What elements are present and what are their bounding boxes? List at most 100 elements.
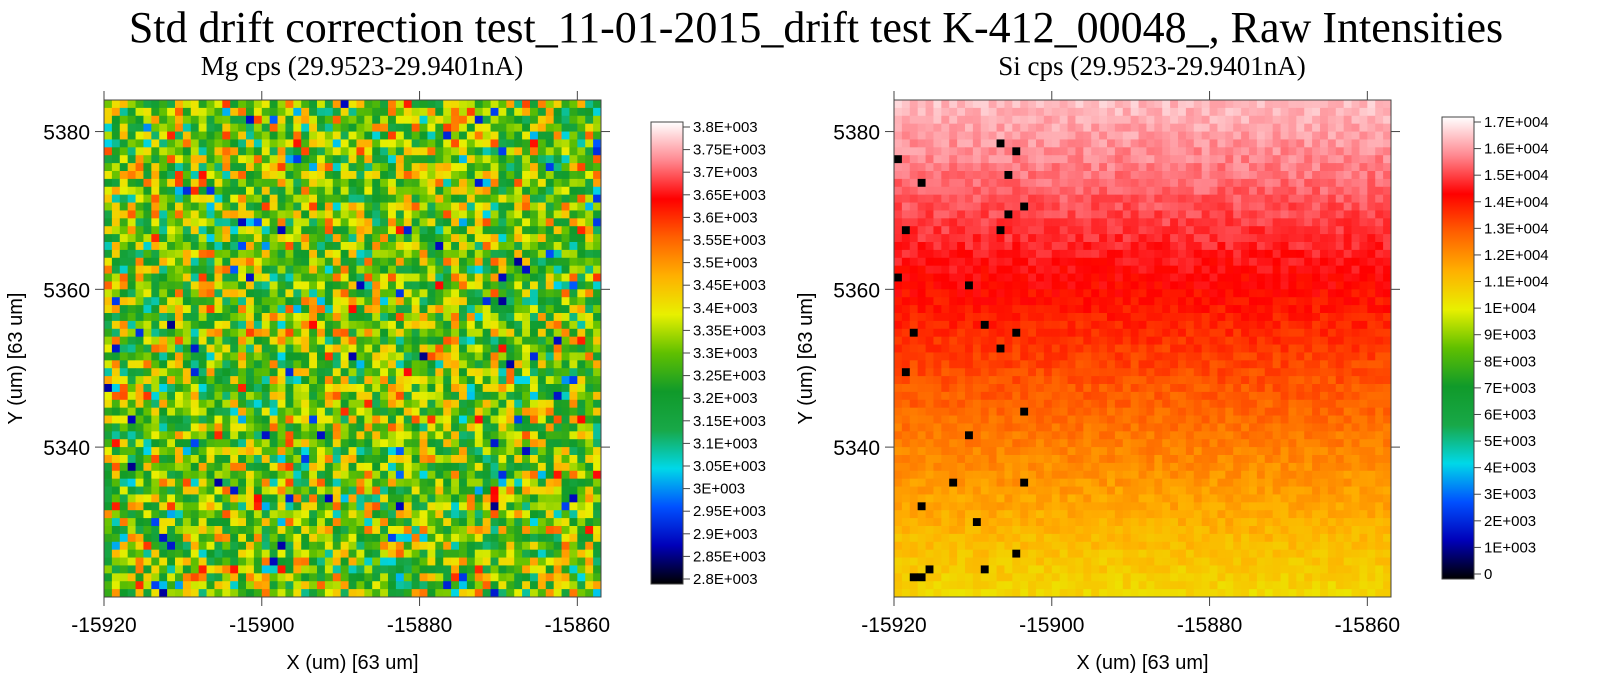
heatmap-cell (909, 139, 919, 148)
heatmap-cell (435, 344, 444, 353)
heatmap-cell (894, 131, 903, 140)
heatmap-cell (119, 242, 129, 251)
heatmap-cell (403, 115, 413, 125)
heatmap-cell (230, 462, 239, 472)
heatmap-cell (1130, 147, 1139, 156)
heatmap-cell (1043, 186, 1053, 196)
heatmap-cell (1256, 171, 1266, 180)
heatmap-cell (569, 123, 578, 132)
heatmap-cell (151, 391, 160, 401)
heatmap-cell (222, 581, 231, 590)
heatmap-cell (537, 257, 547, 267)
heatmap-cell (1107, 163, 1116, 172)
heatmap-cell (1083, 147, 1092, 156)
heatmap-cell (411, 478, 420, 487)
heatmap-cell (324, 328, 334, 338)
heatmap-cell (553, 281, 562, 290)
heatmap-cell (340, 139, 349, 148)
heatmap-cell (933, 131, 942, 140)
heatmap-cell (364, 486, 373, 495)
heatmap-cell (545, 305, 555, 314)
heatmap-cell (569, 328, 578, 338)
heatmap-cell (293, 210, 302, 219)
heatmap-cell (293, 510, 302, 519)
heatmap-cell (230, 510, 239, 519)
heatmap-cell (537, 328, 547, 338)
heatmap-cell (222, 163, 231, 172)
heatmap-cell (269, 557, 278, 566)
heatmap-cell (451, 494, 460, 503)
heatmap-cell (340, 518, 349, 527)
heatmap-cell (561, 202, 570, 211)
heatmap-cell (530, 399, 539, 409)
heatmap-cell (364, 423, 373, 432)
heatmap-cell (585, 273, 594, 282)
heatmap-cell (340, 431, 349, 440)
heatmap-cell (1067, 194, 1076, 203)
heatmap-cell (427, 147, 436, 156)
heatmap-cell (403, 202, 413, 211)
heatmap-cell (1107, 178, 1116, 188)
heatmap-cell (451, 202, 460, 211)
heatmap-cell (380, 376, 389, 385)
heatmap-cell (593, 573, 602, 582)
heatmap-cell (459, 131, 468, 140)
heatmap-cell (561, 360, 570, 369)
heatmap-cell (261, 368, 271, 377)
heatmap-cell (364, 549, 373, 558)
heatmap-cell (277, 352, 286, 361)
heatmap-cell (957, 123, 966, 132)
heatmap-cell (222, 399, 231, 409)
heatmap-cell (965, 202, 974, 211)
heatmap-cell (127, 384, 136, 393)
heatmap-cell (340, 462, 349, 472)
heatmap-cell (380, 344, 389, 353)
heatmap-cell (119, 147, 129, 156)
y-axis-label: Y (um) [63 um] (5, 293, 27, 425)
heatmap-cell (356, 478, 365, 487)
heatmap-cell (238, 289, 247, 298)
heatmap-cell (498, 549, 507, 558)
heatmap-cell (104, 368, 113, 377)
heatmap-cell (957, 178, 966, 188)
heatmap-cell (190, 423, 200, 432)
heatmap-cell (1170, 163, 1179, 172)
heatmap-cell (577, 502, 586, 511)
heatmap-cell (451, 155, 460, 164)
heatmap-cell (403, 407, 413, 416)
heatmap-cell (474, 234, 484, 243)
heatmap-cell (1320, 147, 1329, 156)
heatmap-cell (561, 447, 570, 456)
heatmap-cell (1107, 100, 1116, 109)
heatmap-cell (277, 107, 286, 117)
heatmap-cell (585, 328, 594, 338)
heatmap-cell (435, 281, 444, 290)
heatmap-cell (104, 510, 113, 519)
heatmap-cell (261, 431, 271, 440)
heatmap-cell (1028, 202, 1037, 211)
heatmap-cell (127, 423, 136, 432)
heatmap-cell (1185, 202, 1195, 211)
heatmap-cell (537, 202, 547, 211)
heatmap-cell (293, 289, 302, 298)
heatmap-cell (395, 100, 405, 109)
heatmap-cell (293, 518, 302, 527)
heatmap-cell (222, 415, 231, 424)
heatmap-cell (372, 265, 381, 274)
heatmap-cell (1075, 123, 1084, 132)
heatmap-cell (498, 391, 507, 401)
heatmap-cell (561, 281, 570, 290)
heatmap-cell (1075, 171, 1084, 180)
heatmap-cell (253, 171, 263, 180)
heatmap-cell (364, 210, 373, 219)
heatmap-cell (309, 226, 318, 235)
heatmap-cell (569, 305, 578, 314)
heatmap-cell (419, 115, 428, 125)
heatmap-cell (1075, 147, 1084, 156)
heatmap-cell (593, 502, 602, 511)
heatmap-cell (545, 415, 555, 424)
heatmap-cell (1209, 115, 1218, 125)
heatmap-cell (466, 533, 476, 543)
heatmap-cell (1343, 131, 1352, 140)
heatmap-cell (411, 123, 420, 132)
